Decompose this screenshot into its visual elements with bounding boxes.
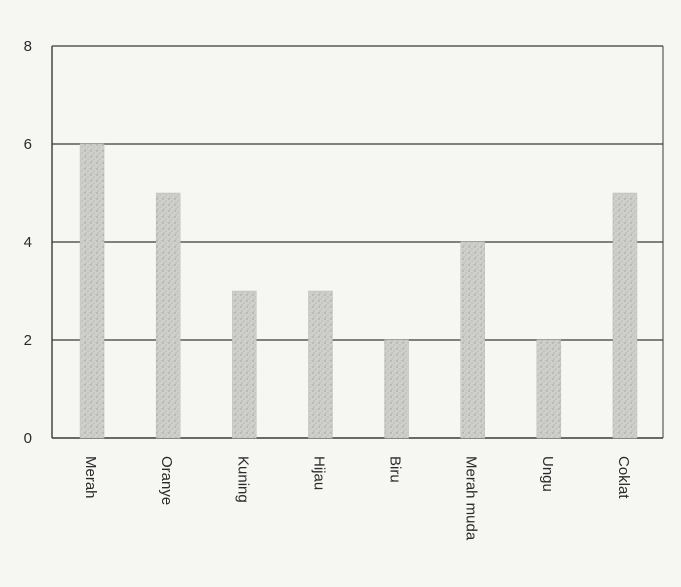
bar	[612, 192, 638, 439]
y-tick-label: 2	[24, 332, 32, 349]
bar	[308, 290, 333, 439]
bars	[79, 143, 638, 439]
y-axis-tick-labels: 0 2 4 6 8	[24, 38, 32, 447]
x-category-label: Biru	[387, 456, 404, 483]
x-category-label: Coklat	[615, 456, 632, 499]
x-category-label: Kuning	[234, 456, 251, 503]
y-tick-label: 6	[24, 136, 32, 153]
gridlines	[51, 45, 664, 439]
y-tick-label: 4	[24, 234, 32, 251]
x-category-label: Hijau	[310, 456, 327, 490]
x-category-label: Ungu	[539, 456, 556, 492]
bar	[79, 143, 105, 439]
x-axis-category-labels: Merah Oranye Kuning Hijau Biru Merah muda Ungu…	[82, 456, 632, 541]
bar	[155, 192, 181, 439]
x-category-label: Merah muda	[463, 456, 480, 541]
bar	[384, 339, 409, 439]
x-category-label: Oranye	[158, 456, 175, 505]
x-category-label: Merah	[82, 456, 99, 499]
bar	[460, 241, 485, 439]
bar	[536, 339, 562, 439]
bar	[232, 290, 257, 439]
y-tick-label: 0	[24, 430, 32, 447]
y-tick-label: 8	[24, 38, 32, 55]
